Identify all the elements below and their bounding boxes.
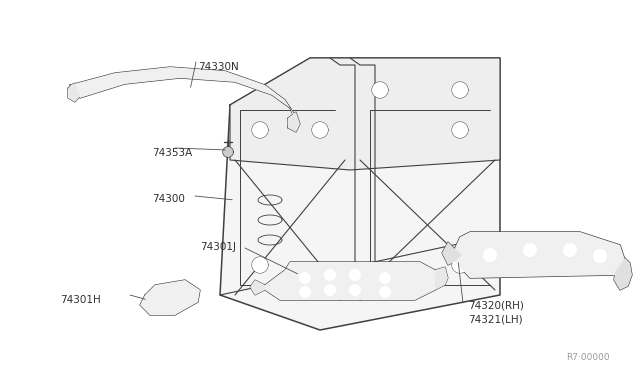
Polygon shape xyxy=(220,58,500,330)
Polygon shape xyxy=(324,284,336,296)
Polygon shape xyxy=(223,147,233,157)
Polygon shape xyxy=(140,280,200,315)
Text: 74320(RH): 74320(RH) xyxy=(468,300,524,310)
Polygon shape xyxy=(349,284,361,296)
Polygon shape xyxy=(483,248,497,262)
Polygon shape xyxy=(593,249,607,263)
Polygon shape xyxy=(299,272,311,284)
Text: 74330N: 74330N xyxy=(198,62,239,72)
Polygon shape xyxy=(252,122,268,138)
Polygon shape xyxy=(349,269,361,281)
Polygon shape xyxy=(372,82,388,98)
Polygon shape xyxy=(563,243,577,257)
Polygon shape xyxy=(68,83,80,102)
Polygon shape xyxy=(614,258,632,290)
Text: 74301J: 74301J xyxy=(200,242,236,252)
Text: 74353A: 74353A xyxy=(152,148,192,158)
Polygon shape xyxy=(379,286,391,298)
Polygon shape xyxy=(265,262,435,300)
Text: R7·00000: R7·00000 xyxy=(566,353,610,362)
Polygon shape xyxy=(288,112,300,132)
Polygon shape xyxy=(70,67,296,128)
Text: 74300: 74300 xyxy=(152,194,185,204)
Polygon shape xyxy=(379,272,391,284)
Polygon shape xyxy=(452,82,468,98)
Polygon shape xyxy=(523,243,537,257)
Polygon shape xyxy=(435,267,448,290)
Polygon shape xyxy=(250,280,265,295)
Polygon shape xyxy=(452,257,468,273)
Polygon shape xyxy=(312,122,328,138)
Text: 74321(LH): 74321(LH) xyxy=(468,314,523,324)
Polygon shape xyxy=(324,269,336,281)
Polygon shape xyxy=(299,286,311,298)
Polygon shape xyxy=(452,122,468,138)
Text: 74301H: 74301H xyxy=(60,295,100,305)
Polygon shape xyxy=(252,257,268,273)
Polygon shape xyxy=(230,58,500,170)
Polygon shape xyxy=(455,232,625,278)
Polygon shape xyxy=(442,242,462,265)
